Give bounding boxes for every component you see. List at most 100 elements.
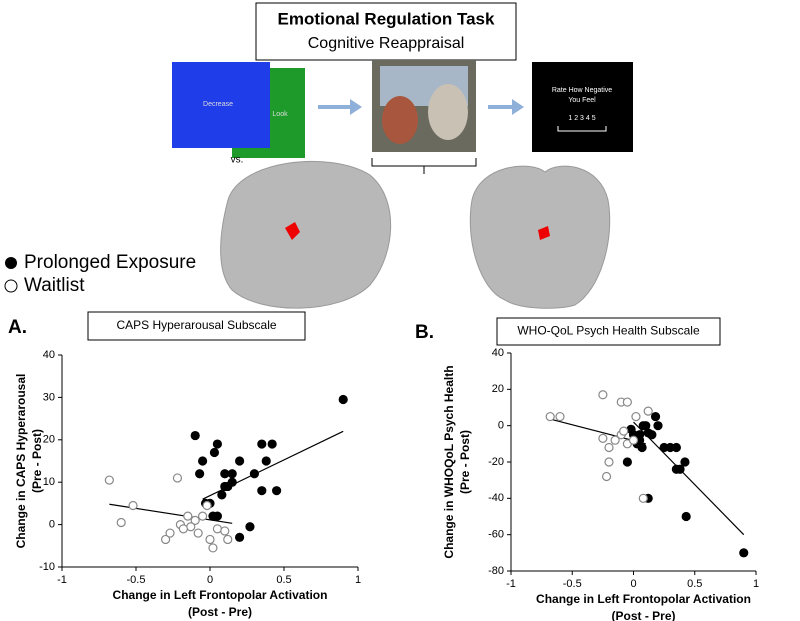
data-point (257, 439, 267, 449)
y-tick-label: 40 (492, 347, 504, 359)
data-point (220, 526, 230, 536)
panel-label: A. (8, 317, 27, 338)
data-point (212, 524, 222, 534)
legend-label: Prolonged Exposure (24, 252, 196, 273)
x-tick-label: 0.5 (687, 578, 702, 590)
data-point (638, 493, 648, 503)
data-point (622, 397, 632, 407)
rating-ruler (557, 126, 607, 132)
data-point (183, 511, 193, 521)
data-point (272, 486, 282, 496)
y-axis-label: Change in CAPS Hyperarousal (14, 374, 28, 549)
y-axis-label: (Pre - Post) (458, 430, 472, 494)
data-point (635, 430, 645, 440)
data-point (628, 435, 639, 445)
data-point (545, 411, 555, 422)
data-point (190, 430, 200, 441)
photo-figure (428, 84, 468, 140)
data-point (193, 528, 203, 538)
x-tick-label: 0.5 (276, 574, 291, 586)
activation (285, 222, 300, 240)
data-point (195, 469, 205, 479)
y-tick-label: 30 (43, 391, 55, 403)
x-axis-label: Change in Left Frontopolar Activation (536, 592, 751, 606)
data-point (235, 456, 245, 466)
y-tick-label: -20 (488, 456, 504, 468)
legend-marker (4, 279, 18, 293)
data-point (671, 442, 681, 453)
data-point (675, 464, 685, 474)
legend-label: Waitlist (24, 275, 85, 296)
data-point (249, 469, 259, 479)
data-point (261, 456, 271, 466)
y-axis-label: Change in WHOQoL Psych Health (442, 365, 456, 558)
plot-title: CAPS Hyperarousal Subscale (116, 318, 276, 332)
data-point (619, 426, 629, 436)
y-tick-label: 40 (43, 349, 55, 361)
decrease-slide-front (172, 62, 270, 148)
plot-title-box (496, 317, 721, 346)
data-point (643, 406, 653, 416)
data-point (739, 548, 749, 558)
rating-scale: 1 2 3 4 5 (568, 115, 595, 122)
x-axis-label: Change in Left Frontopolar Activation (113, 588, 328, 602)
y-axis-label: (Pre - Post) (30, 429, 44, 493)
data-point (116, 517, 126, 528)
data-point (235, 532, 245, 542)
data-point (653, 421, 663, 431)
data-point (338, 394, 348, 405)
data-point (212, 511, 222, 521)
data-point (604, 457, 614, 467)
data-point (257, 486, 267, 496)
x-tick-label: -0.5 (563, 578, 582, 590)
bracket (371, 158, 477, 174)
data-point (601, 471, 612, 482)
rating-slide (532, 62, 633, 152)
data-point (245, 522, 255, 532)
data-point (209, 447, 220, 458)
data-point (128, 500, 138, 511)
data-point (227, 469, 237, 479)
data-point (631, 411, 641, 422)
y-tick-label: -80 (488, 565, 504, 577)
data-point (626, 424, 636, 434)
arrow (318, 99, 362, 115)
data-point (161, 534, 171, 545)
data-point (190, 515, 200, 525)
plot-title-box (87, 311, 306, 341)
data-point (267, 439, 277, 449)
y-tick-label: -60 (488, 529, 504, 541)
x-tick-label: 0 (207, 574, 213, 586)
plot-title: WHO-QoL Psych Health Subscale (517, 324, 700, 338)
data-point (223, 534, 233, 545)
x-tick-label: 1 (355, 574, 361, 586)
data-point (622, 457, 632, 467)
data-point (165, 528, 175, 538)
data-point (555, 411, 565, 422)
x-tick-label: -0.5 (127, 574, 146, 586)
photo-figure (382, 96, 418, 144)
x-tick-label: -1 (506, 578, 516, 590)
decrease-text: Decrease (203, 101, 233, 108)
trend-line (633, 421, 745, 536)
data-point (198, 511, 208, 521)
data-point (647, 430, 657, 440)
x-axis-label: (Post - Pre) (188, 605, 252, 619)
data-point (680, 457, 690, 467)
y-tick-label: -40 (488, 492, 504, 504)
rating-text: You Feel (568, 97, 596, 104)
data-point (227, 477, 237, 487)
data-point (681, 511, 691, 522)
data-point (208, 543, 218, 553)
y-tick-label: -10 (39, 561, 55, 573)
plots: A. CAPS Hyperarousal Subscale-10010203040… (8, 311, 759, 621)
x-tick-label: 1 (753, 578, 759, 590)
header-box (255, 2, 517, 61)
data-point (172, 473, 183, 483)
y-tick-label: 0 (498, 420, 504, 432)
brain-lateral (220, 160, 392, 309)
y-tick-label: 10 (43, 476, 55, 488)
y-tick-label: 20 (492, 383, 504, 395)
header-title: Emotional Regulation Task (278, 9, 495, 28)
